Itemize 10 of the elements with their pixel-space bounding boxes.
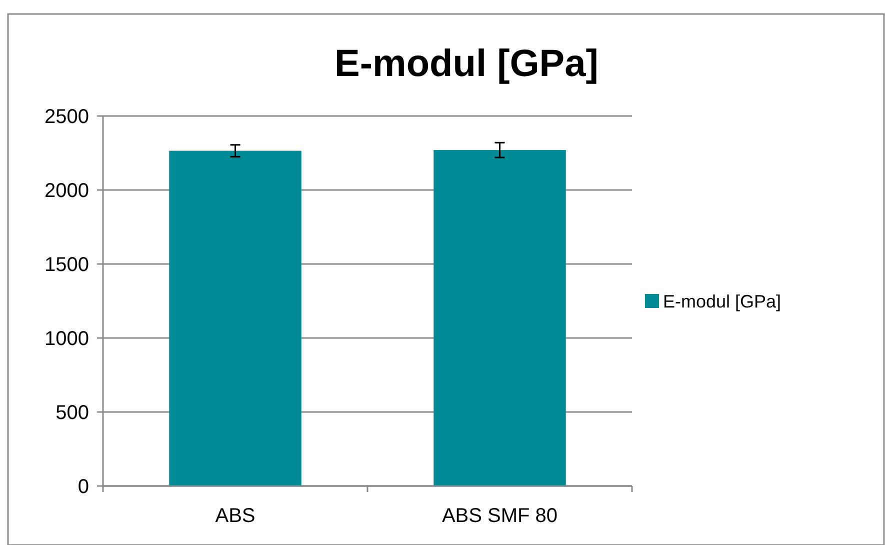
legend-label: E-modul [GPa] xyxy=(663,291,782,312)
y-tick-label: 2500 xyxy=(44,106,89,128)
y-tick-label: 500 xyxy=(56,402,89,424)
y-tick-label: 2000 xyxy=(44,180,89,202)
chart-title: E-modul [GPa] xyxy=(334,43,598,85)
x-tick-label: ABS SMF 80 xyxy=(442,505,558,527)
x-tick-label: ABS xyxy=(215,505,256,527)
y-tick-label: 1000 xyxy=(44,328,89,350)
y-tick-label: 1500 xyxy=(44,254,89,276)
y-tick-label: 0 xyxy=(78,476,89,498)
